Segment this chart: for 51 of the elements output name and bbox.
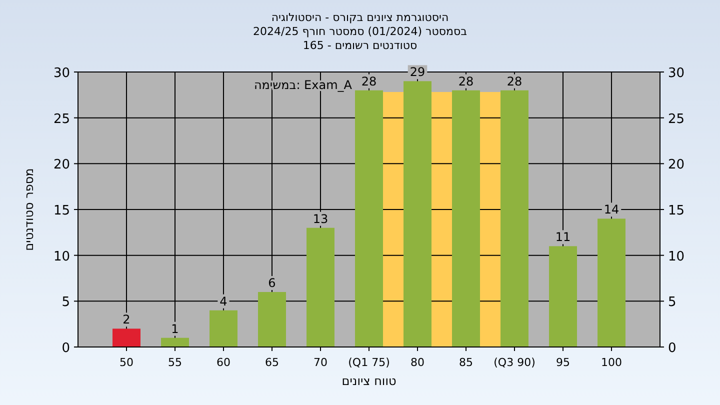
y2-tick-label: 15	[668, 204, 685, 218]
y2-tick-label: 25	[668, 112, 685, 127]
y-tick-label: 0	[62, 341, 70, 356]
bar	[306, 228, 334, 347]
y-tick-label: 30	[53, 66, 70, 81]
x-tick-label: 65	[265, 356, 279, 369]
y-tick-label: 15	[53, 204, 70, 218]
chart-subtitle: בסמסטר (01/2024) סמסטר חורף 2024/25 סטודנטים רשומים - 165	[253, 25, 467, 52]
data-label: 28	[458, 74, 474, 88]
bar	[452, 90, 480, 347]
y2-tick-label: 5	[668, 295, 676, 310]
x-tick-label: 100	[601, 356, 622, 369]
data-label: 28	[506, 74, 522, 88]
chart-title: היסטוגרמת ציונים בקורס - היסטולוגיה	[271, 11, 449, 24]
data-label: 28	[361, 74, 377, 88]
x-axis-title: טווח ציונים	[342, 374, 396, 388]
y2-tick-label: 0	[668, 341, 676, 356]
data-label: 14	[604, 202, 620, 217]
bar	[500, 90, 528, 347]
x-tick-label: 60	[216, 356, 230, 369]
data-label: 2	[122, 312, 130, 327]
data-label: 6	[268, 276, 276, 290]
y-tick-label: 10	[53, 249, 70, 264]
bar	[258, 292, 286, 347]
y-tick-label: 20	[53, 158, 70, 173]
x-tick-label: 85	[459, 356, 473, 369]
y-tick-label: 5	[62, 295, 70, 310]
x-tick-label: 55	[168, 356, 182, 369]
data-label: 29	[410, 65, 426, 80]
bar	[549, 246, 577, 347]
data-label: 13	[312, 212, 328, 226]
bar	[210, 310, 238, 347]
x-tick-label: 70	[314, 356, 328, 369]
y-axis-title: מספר סטודנטים	[22, 168, 36, 251]
bar	[355, 90, 383, 347]
bar	[161, 338, 189, 347]
bar	[112, 328, 140, 347]
x-tick-label: 50	[120, 356, 134, 369]
x-tick-label: (Q3 90)	[494, 356, 536, 369]
y2-tick-label: 30	[668, 66, 685, 81]
data-label: 11	[555, 230, 571, 244]
y-tick-label: 25	[53, 112, 70, 127]
x-tick-label: (Q1 75)	[348, 356, 390, 369]
y2-tick-label: 10	[668, 249, 685, 264]
x-tick-label: 95	[556, 356, 570, 369]
data-label: 1	[171, 322, 179, 336]
bar	[404, 81, 432, 347]
x-tick-label: 80	[410, 356, 424, 369]
data-label: 4	[220, 294, 228, 308]
y2-tick-label: 20	[668, 158, 685, 173]
bar	[598, 218, 626, 347]
